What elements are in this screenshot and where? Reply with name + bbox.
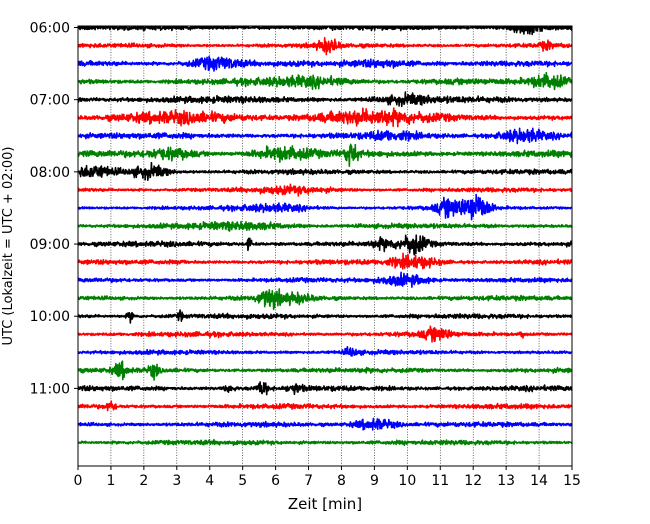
y-tick-label: 09:00 [30, 237, 70, 253]
x-tick-label: 0 [74, 473, 83, 489]
y-axis-label: UTC (Lokalzeit = UTC + 02:00) [1, 147, 16, 346]
x-axis-ticks: 0 1 2 3 4 5 6 7 8 9 10 11 12 13 14 15 [74, 466, 581, 489]
trace-0615 [78, 36, 572, 56]
x-tick-label: 10 [398, 473, 416, 489]
y-tick-label: 06:00 [30, 21, 70, 37]
y-axis-ticks: 06:00 07:00 08:00 09:00 10:00 11:00 [30, 21, 78, 397]
y-tick-label: 11:00 [30, 381, 70, 397]
x-tick-label: 3 [172, 473, 181, 489]
y-tick-label: 08:00 [30, 165, 70, 181]
x-tick-label: 12 [464, 473, 482, 489]
x-tick-label: 2 [139, 473, 148, 489]
trace-0900 [78, 234, 572, 256]
trace-1030 [78, 345, 572, 357]
x-tick-label: 9 [370, 473, 379, 489]
trace-1130 [78, 417, 572, 431]
trace-0730 [78, 127, 572, 145]
trace-0715 [78, 107, 572, 128]
y-tick-label: 10:00 [30, 309, 70, 325]
trace-1115 [78, 400, 572, 412]
x-tick-label: 11 [431, 473, 449, 489]
trace-1015 [78, 325, 572, 343]
trace-0800 [78, 161, 572, 181]
x-tick-label: 7 [304, 473, 313, 489]
plot-frame [77, 25, 573, 467]
x-tick-label: 15 [563, 473, 581, 489]
trace-1045 [78, 360, 572, 381]
x-tick-label: 14 [530, 473, 548, 489]
x-tick-label: 4 [205, 473, 214, 489]
x-axis-label: Zeit [min] [288, 495, 362, 513]
trace-1145 [78, 438, 572, 447]
trace-0830 [78, 193, 572, 221]
trace-0815 [78, 183, 572, 197]
trace-0745 [78, 143, 572, 167]
x-tick-label: 13 [497, 473, 515, 489]
x-tick-label: 6 [271, 473, 280, 489]
trace-0915 [78, 252, 572, 270]
x-tick-label: 5 [238, 473, 247, 489]
trace-1100 [78, 381, 572, 396]
x-tick-label: 1 [106, 473, 115, 489]
y-tick-label: 07:00 [30, 93, 70, 109]
x-tick-label: 8 [337, 473, 346, 489]
trace-1000 [78, 309, 572, 324]
trace-0930 [78, 271, 572, 288]
trace-0645 [78, 71, 572, 91]
trace-0845 [78, 220, 572, 232]
trace-0945 [78, 288, 572, 311]
trace-0630 [78, 55, 572, 72]
trace-0700 [78, 91, 572, 108]
